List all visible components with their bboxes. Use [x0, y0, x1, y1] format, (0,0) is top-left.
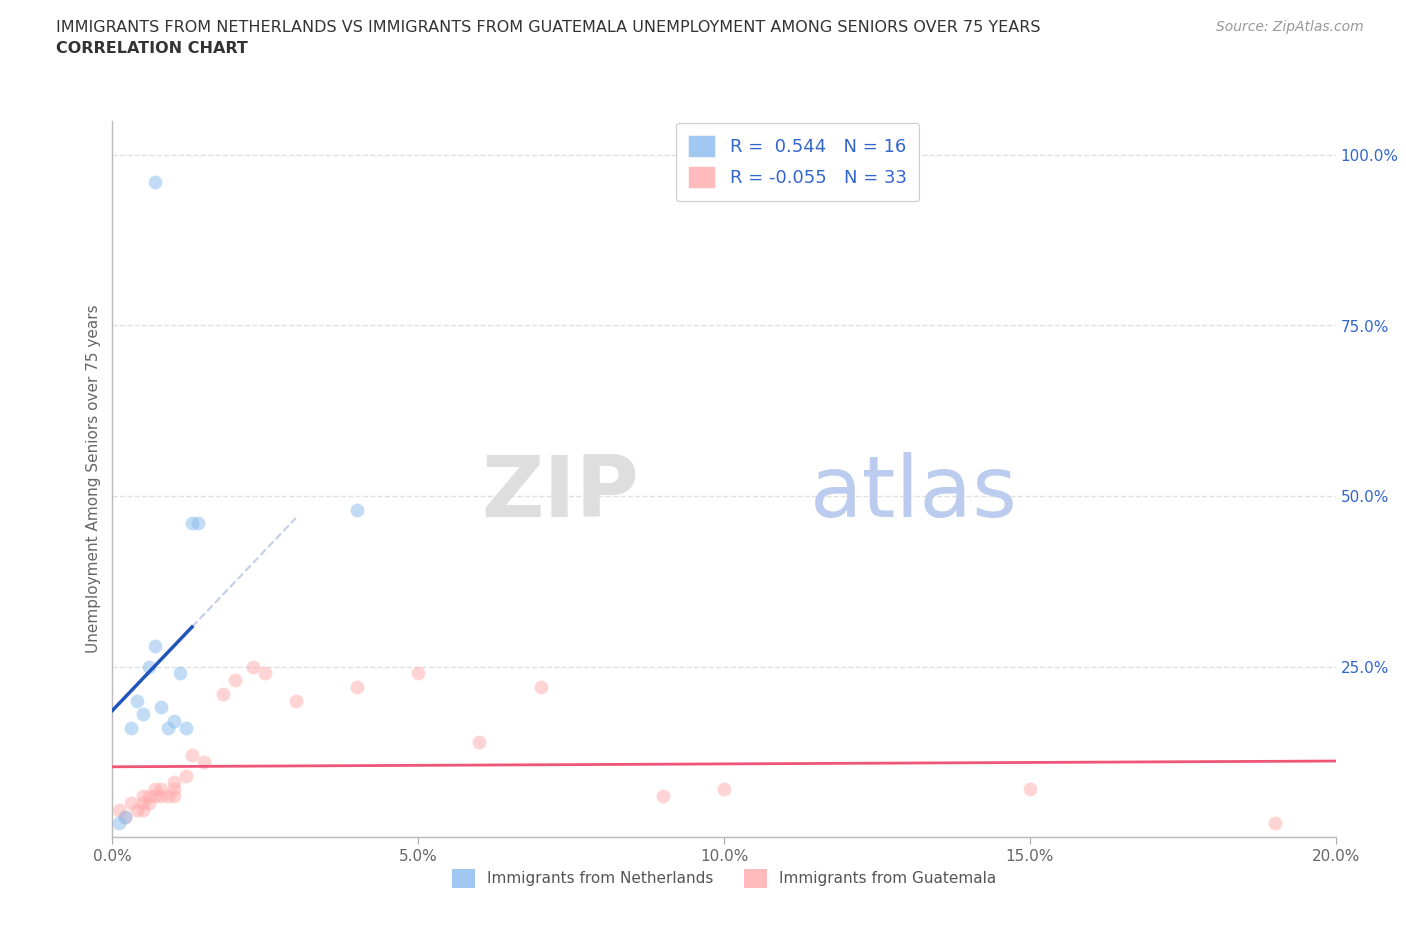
Point — [1018, 782, 1040, 797]
Point — [174, 768, 197, 783]
Point — [174, 721, 197, 736]
Point — [107, 803, 129, 817]
Point — [346, 680, 368, 695]
Point — [120, 721, 142, 736]
Text: Source: ZipAtlas.com: Source: ZipAtlas.com — [1216, 20, 1364, 34]
Point — [187, 516, 209, 531]
Point — [138, 789, 160, 804]
Point — [254, 666, 277, 681]
Point — [150, 700, 173, 715]
Point — [468, 734, 491, 749]
Point — [114, 809, 136, 824]
Point — [530, 680, 553, 695]
Text: CORRELATION CHART: CORRELATION CHART — [56, 41, 247, 56]
Point — [150, 782, 173, 797]
Y-axis label: Unemployment Among Seniors over 75 years: Unemployment Among Seniors over 75 years — [86, 305, 101, 653]
Point — [163, 782, 186, 797]
Point — [132, 707, 155, 722]
Point — [125, 693, 148, 708]
Point — [132, 803, 155, 817]
Point — [163, 789, 186, 804]
Point — [107, 816, 129, 830]
Point — [138, 659, 160, 674]
Point — [193, 754, 215, 769]
Point — [181, 516, 204, 531]
Point — [1264, 816, 1286, 830]
Point — [125, 803, 148, 817]
Point — [163, 775, 186, 790]
Point — [284, 693, 308, 708]
Point — [156, 721, 179, 736]
Point — [652, 789, 675, 804]
Point — [181, 748, 204, 763]
Legend: Immigrants from Netherlands, Immigrants from Guatemala: Immigrants from Netherlands, Immigrants … — [446, 863, 1002, 894]
Point — [138, 795, 160, 810]
Point — [163, 713, 186, 728]
Point — [114, 809, 136, 824]
Point — [132, 789, 155, 804]
Point — [120, 795, 142, 810]
Point — [169, 666, 191, 681]
Point — [408, 666, 430, 681]
Point — [242, 659, 264, 674]
Text: ZIP: ZIP — [481, 452, 638, 535]
Point — [143, 639, 166, 654]
Point — [143, 175, 166, 190]
Point — [132, 795, 155, 810]
Point — [211, 686, 233, 701]
Point — [143, 782, 166, 797]
Point — [143, 789, 166, 804]
Point — [156, 789, 179, 804]
Point — [713, 782, 735, 797]
Point — [346, 502, 368, 517]
Text: IMMIGRANTS FROM NETHERLANDS VS IMMIGRANTS FROM GUATEMALA UNEMPLOYMENT AMONG SENI: IMMIGRANTS FROM NETHERLANDS VS IMMIGRANT… — [56, 20, 1040, 35]
Point — [224, 672, 246, 687]
Text: atlas: atlas — [810, 452, 1018, 535]
Point — [150, 789, 173, 804]
